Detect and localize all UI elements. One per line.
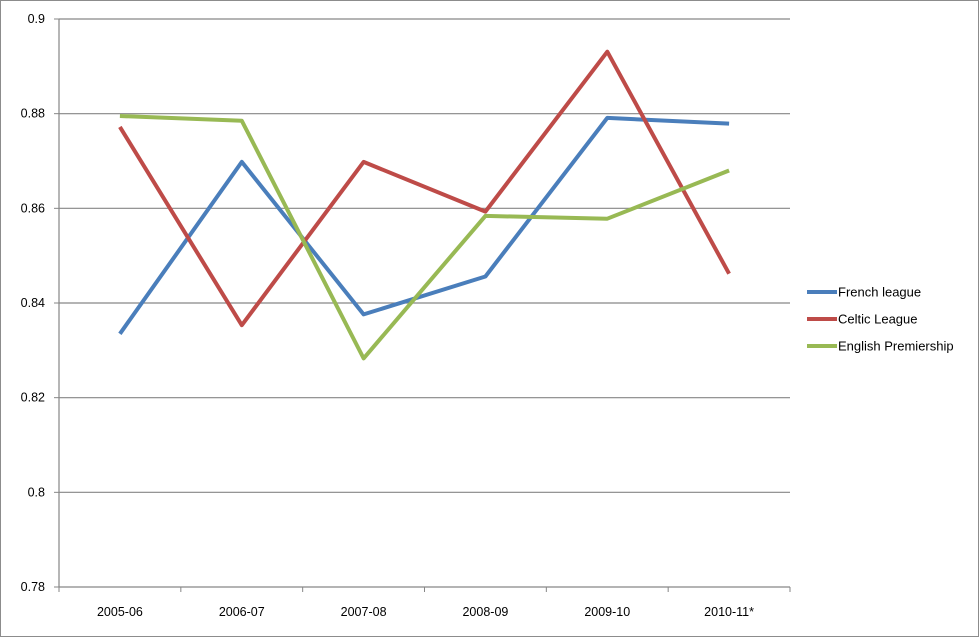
y-tick-label: 0.86 <box>21 201 45 215</box>
y-tick-label: 0.84 <box>21 296 45 310</box>
series-line-0 <box>118 115 730 335</box>
y-tick-label: 0.82 <box>21 391 45 405</box>
x-tick-label: 2008-09 <box>462 605 508 619</box>
legend-label: English Premiership <box>838 339 954 354</box>
y-tick-label: 0.78 <box>21 580 45 594</box>
x-axis-ticks: 2005-06 2006-07 2007-08 2008-09 2009-10 2010-… <box>58 587 791 619</box>
y-tick-label: 0.8 <box>28 485 45 499</box>
legend-label: Celtic League <box>838 312 918 327</box>
x-tick-label: 2007-08 <box>341 605 387 619</box>
x-tick-label: 2010-11* <box>704 605 754 619</box>
y-tick-label: 0.9 <box>28 12 45 26</box>
series-line-1 <box>118 49 731 328</box>
y-axis-ticks: 0.78 0.8 0.82 0.84 0.86 0.88 0.9 <box>21 12 59 594</box>
x-tick-label: 2006-07 <box>219 605 265 619</box>
legend: French league Celtic League English Premie… <box>807 285 954 354</box>
y-tick-label: 0.88 <box>21 107 45 121</box>
series-line-2 <box>119 114 730 361</box>
legend-label: French league <box>838 285 921 300</box>
x-tick-label: 2005-06 <box>97 605 143 619</box>
x-tick-label: 2009-10 <box>584 605 630 619</box>
series-lines <box>118 49 731 361</box>
gridlines <box>59 18 790 493</box>
